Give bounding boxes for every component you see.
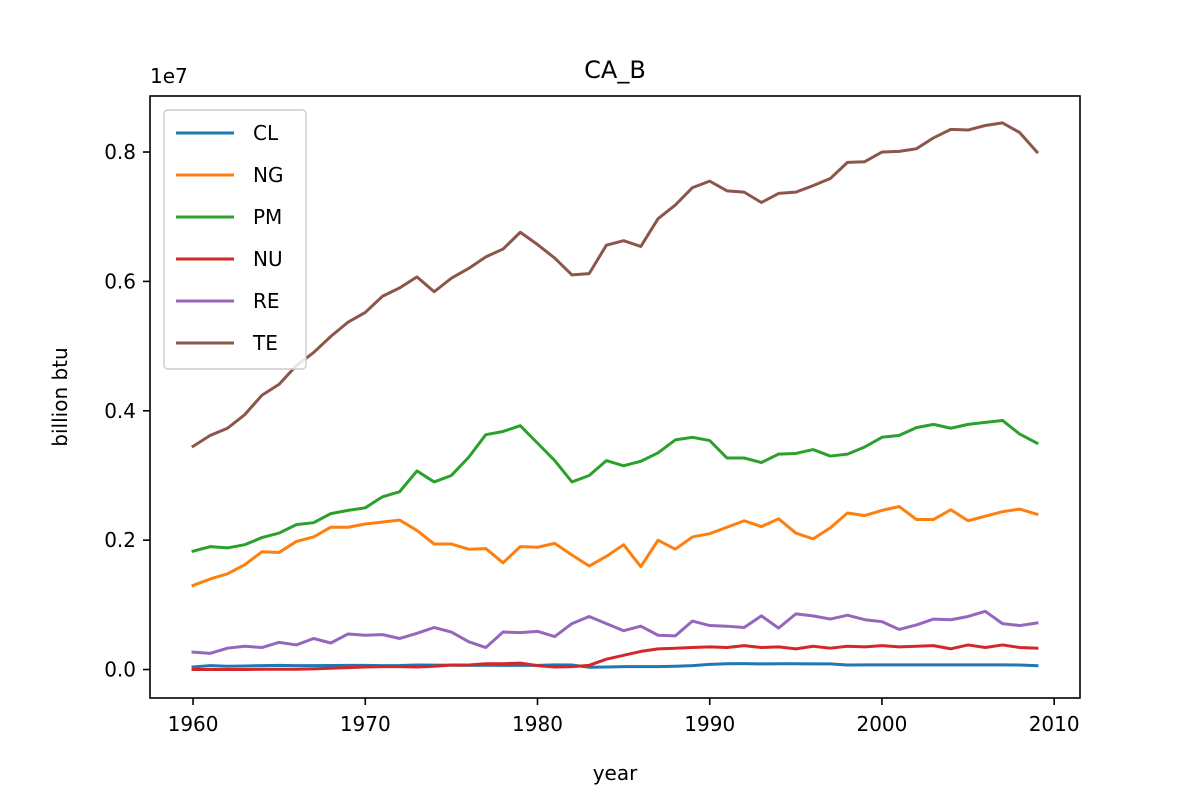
x-tick-label: 1970 — [340, 712, 391, 736]
x-axis: 1960 1970 1980 1990 2000 2010 — [168, 698, 1080, 736]
series-line-ng — [191, 505, 1039, 588]
x-tick-label: 1990 — [684, 712, 735, 736]
series-line-pm — [191, 418, 1039, 553]
y-tick-label: 0.0 — [104, 658, 136, 682]
x-tick-label: 2000 — [856, 712, 907, 736]
y-scale-label: 1e7 — [150, 64, 188, 88]
y-axis: 0.0 0.2 0.4 0.6 0.8 — [104, 140, 150, 682]
legend: CL NG PM NU RE TE — [163, 109, 307, 370]
legend-label-ng: NG — [253, 163, 283, 187]
plot-frame — [149, 95, 1081, 699]
x-tick-label: 1960 — [168, 712, 219, 736]
legend-label-cl: CL — [253, 121, 279, 145]
y-tick-label: 0.6 — [104, 269, 136, 293]
series-line-nu — [191, 643, 1039, 672]
series-line-cl — [191, 662, 1039, 669]
legend-box — [163, 109, 307, 370]
legend-label-nu: NU — [253, 247, 283, 271]
chart-title: CA_B — [584, 56, 646, 84]
legend-label-re: RE — [253, 289, 280, 313]
legend-label-pm: PM — [253, 205, 282, 229]
series-line-re — [191, 609, 1039, 655]
x-tick-label: 1980 — [512, 712, 563, 736]
y-tick-label: 0.2 — [104, 528, 136, 552]
series-line-te — [190, 121, 1040, 449]
x-tick-label: 2010 — [1029, 712, 1080, 736]
y-tick-label: 0.4 — [104, 399, 136, 423]
x-axis-label: year — [593, 761, 638, 785]
y-axis-label: billion btu — [48, 347, 72, 446]
y-tick-label: 0.8 — [104, 140, 136, 164]
legend-label-te: TE — [252, 331, 278, 355]
series-layer — [190, 121, 1040, 672]
